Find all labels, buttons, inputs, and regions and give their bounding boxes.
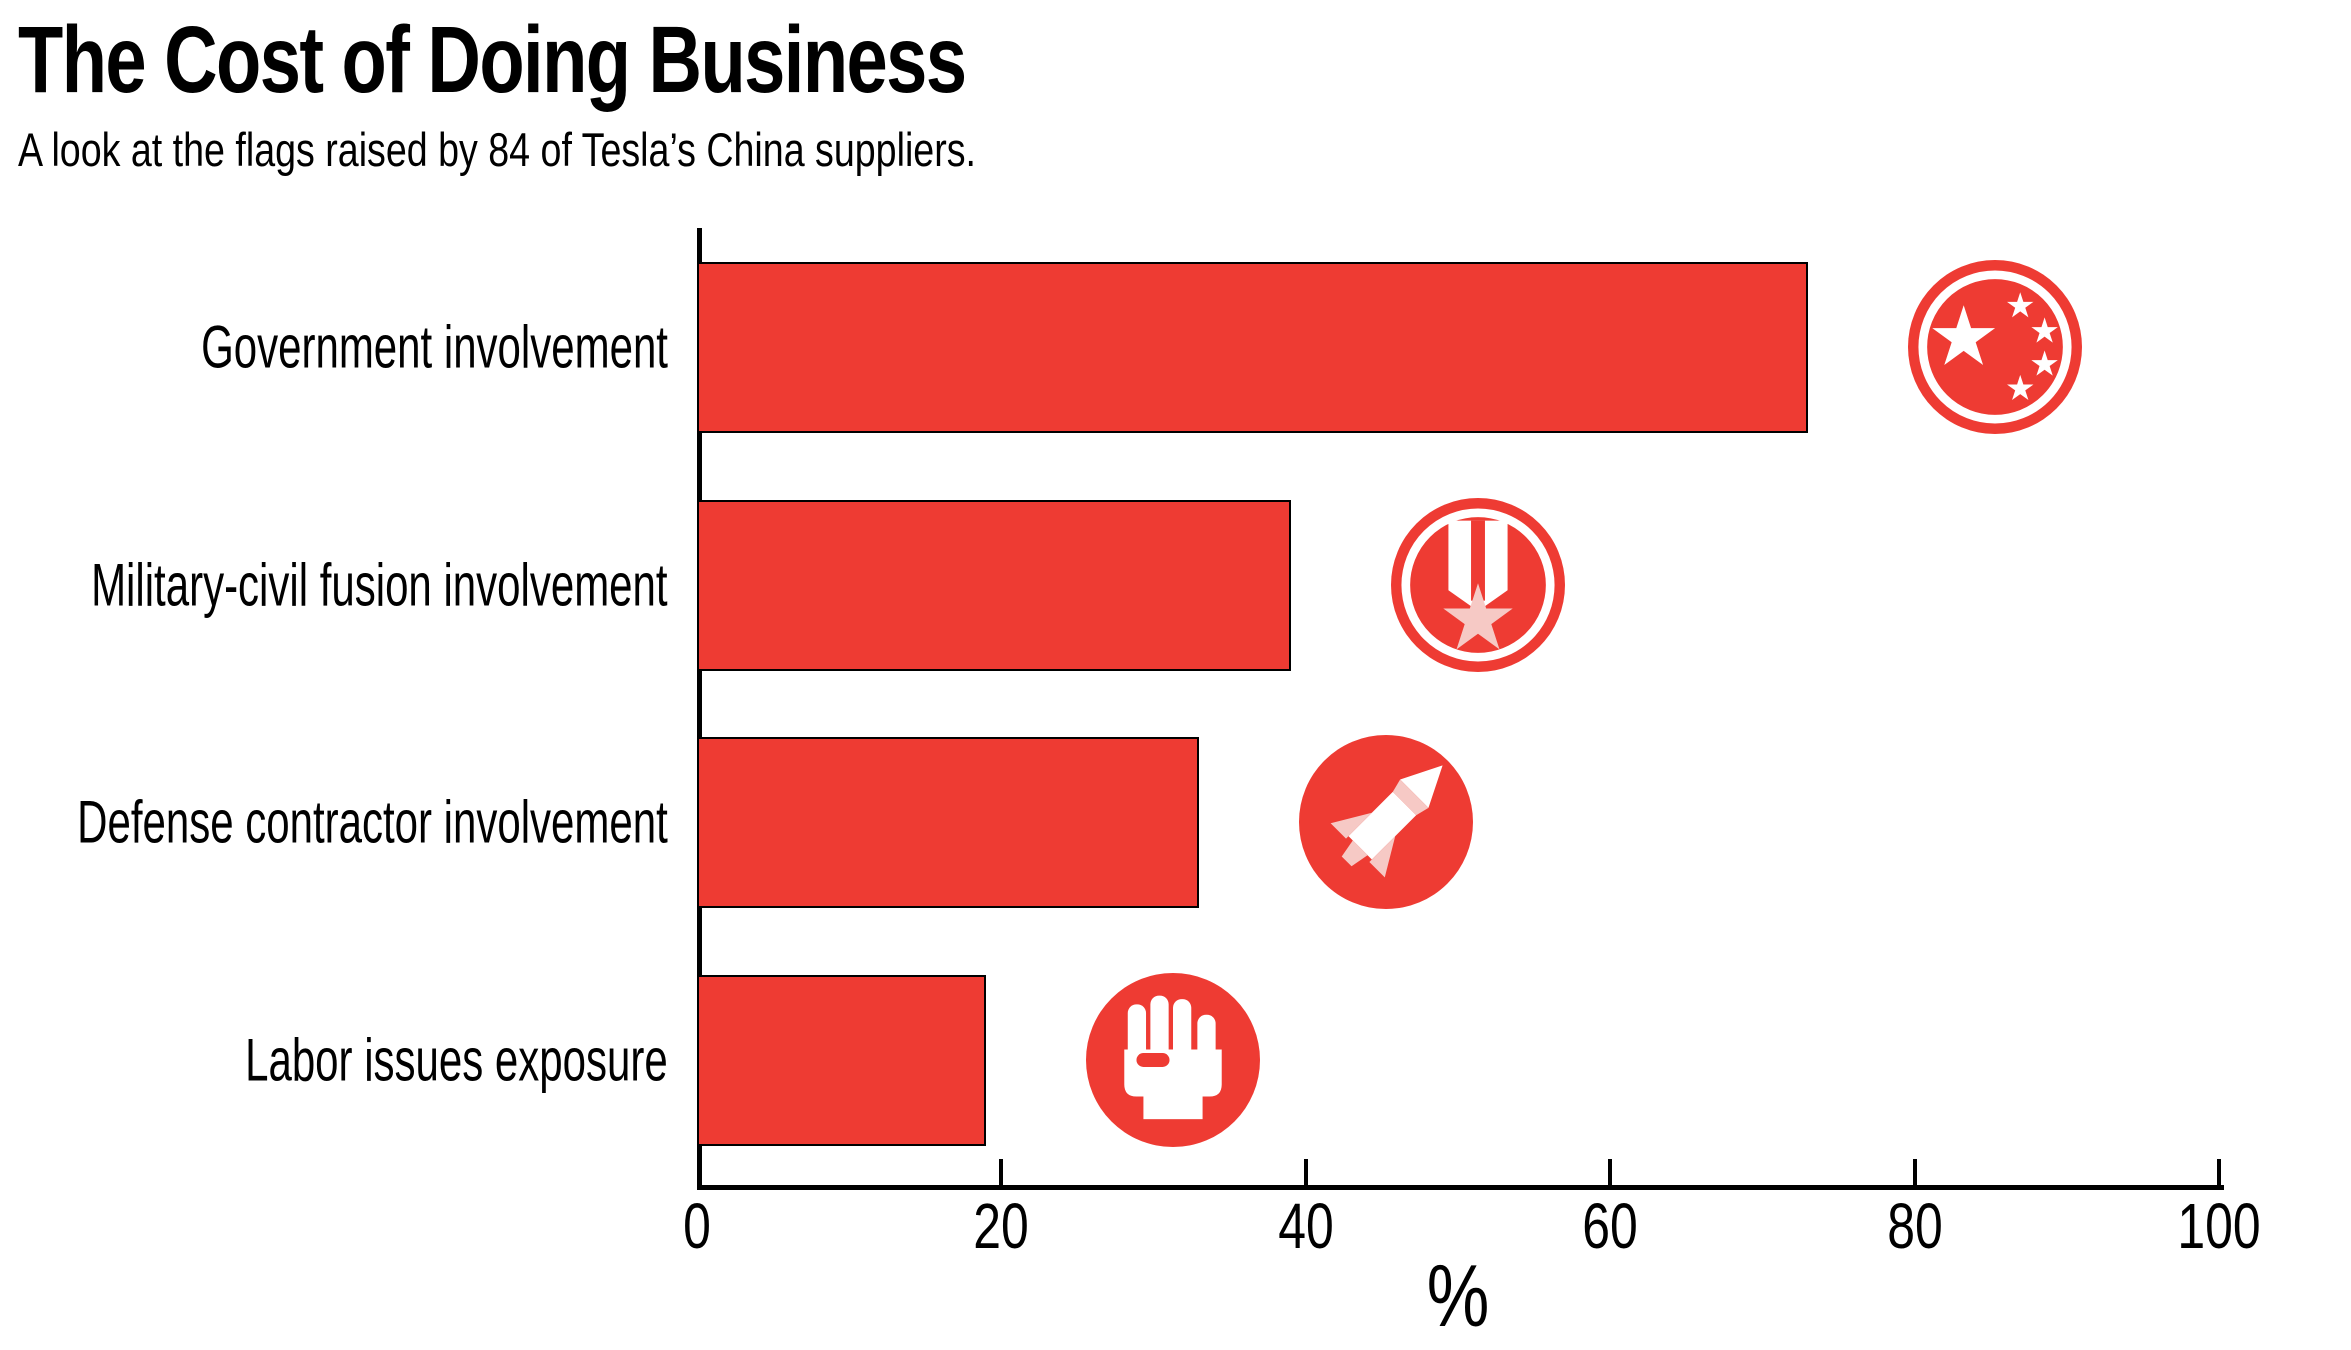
category-label-defense-contractor-involvement: Defense contractor involvement — [77, 788, 668, 856]
x-tick-80 — [1913, 1159, 1917, 1185]
category-label-government-involvement: Government involvement — [201, 313, 668, 381]
x-axis-line — [697, 1185, 2224, 1190]
bar-government-involvement — [697, 262, 1808, 433]
chart-subtitle: A look at the flags raised by 84 of Tesl… — [18, 123, 976, 176]
bar-defense-contractor-involvement — [697, 737, 1199, 908]
raised-fist-icon — [1086, 973, 1260, 1147]
x-tick-label-100: 100 — [2177, 1190, 2261, 1262]
x-tick-100 — [2217, 1159, 2221, 1185]
x-tick-label-20: 20 — [973, 1190, 1029, 1262]
military-medal-icon — [1391, 498, 1565, 672]
missile-icon — [1299, 735, 1473, 909]
x-tick-label-40: 40 — [1278, 1190, 1334, 1262]
y-axis-line — [697, 228, 702, 1190]
chart-title: The Cost of Doing Business — [18, 7, 967, 113]
x-tick-label-60: 60 — [1582, 1190, 1638, 1262]
x-tick-label-80: 80 — [1887, 1190, 1943, 1262]
x-tick-20 — [999, 1159, 1003, 1185]
x-tick-60 — [1608, 1159, 1612, 1185]
bar-military-civil-fusion-involvement — [697, 500, 1291, 671]
x-tick-label-0: 0 — [683, 1190, 711, 1262]
category-label-military-civil-fusion-involvement: Military-civil fusion involvement — [91, 551, 668, 619]
bar-labor-issues-exposure — [697, 975, 986, 1146]
china-flag-icon — [1908, 260, 2082, 434]
x-tick-40 — [1304, 1159, 1308, 1185]
x-axis-unit-label: % — [1426, 1246, 1490, 1345]
category-label-labor-issues-exposure: Labor issues exposure — [245, 1026, 668, 1094]
